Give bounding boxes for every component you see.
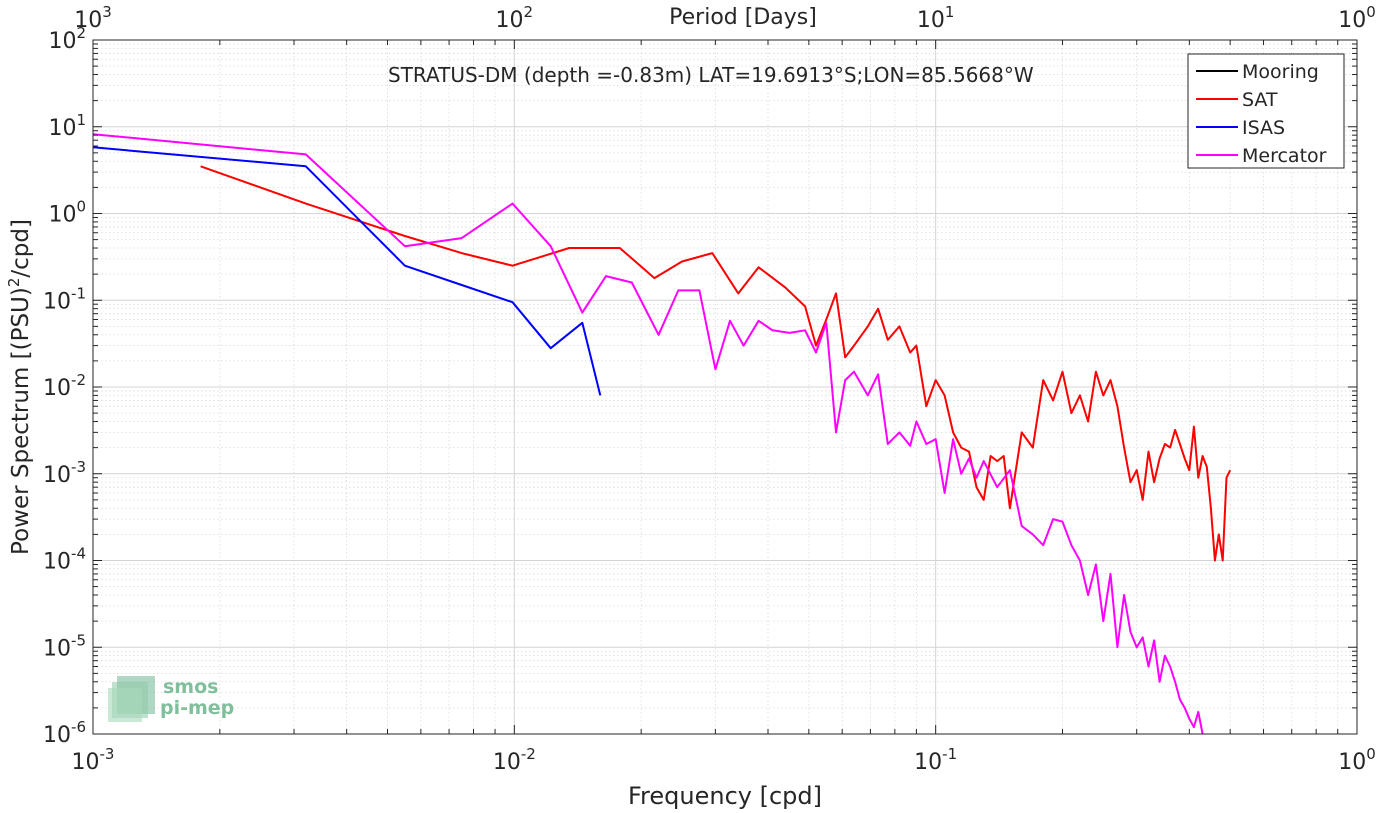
legend-box [1187, 53, 1345, 169]
top-tick-label-base: 10 [74, 8, 102, 33]
top-tick-label: 102 [496, 3, 534, 33]
minor-grid [93, 40, 1357, 734]
y-tick-label-exponent: -1 [71, 284, 86, 302]
y-tick-label: 10-5 [43, 631, 86, 661]
top-tick-labels: 103 102 101 100 [74, 3, 1376, 33]
legend-label-mercator: Mercator [1242, 145, 1327, 167]
y-tick-label-base: 10 [43, 550, 71, 575]
y-tick-label: 102 [48, 24, 86, 54]
y-tick-label-base: 10 [48, 116, 76, 141]
x-tick-label: 10-1 [914, 745, 957, 775]
series-layer [92, 133, 1232, 735]
y-tick-label-exponent: 0 [76, 198, 86, 216]
y-tick-label: 10-3 [43, 458, 86, 488]
logo-text-line1: smos [163, 676, 218, 698]
top-tick-label: 103 [74, 3, 112, 33]
x-tick-label-base: 10 [914, 750, 942, 775]
y-tick-label-base: 10 [48, 203, 76, 228]
axis-ticks [92, 39, 1358, 735]
y-tick-label-exponent: -3 [71, 458, 86, 476]
x-tick-label-exponent: 0 [1366, 745, 1376, 763]
x-axis-label: Frequency [cpd] [628, 782, 822, 809]
top-tick-label-base: 10 [917, 8, 945, 33]
y-tick-label-exponent: -2 [71, 371, 86, 389]
y-tick-label-exponent: -5 [71, 631, 86, 649]
series-line-mercator [92, 133, 1204, 735]
x-tick-label: 10-3 [72, 745, 115, 775]
x-tick-label-base: 10 [72, 750, 100, 775]
y-tick-label: 100 [48, 198, 86, 228]
legend: Mooring SAT ISAS Mercator [1187, 53, 1345, 169]
y-axis-label-tail: /cpd] [8, 219, 34, 278]
y-tick-label-base: 10 [43, 376, 71, 401]
y-tick-label: 10-4 [43, 545, 86, 575]
top-tick-label-exponent: 3 [102, 3, 112, 21]
x-tick-label-base: 10 [1338, 750, 1366, 775]
logo-mark-front [108, 688, 142, 722]
y-tick-label-base: 10 [43, 463, 71, 488]
y-tick-label-exponent: 2 [76, 24, 86, 42]
x-tick-labels: 10-3 10-2 10-1 100 [72, 745, 1376, 775]
x-tick-label-base: 10 [493, 750, 521, 775]
y-tick-label-base: 10 [43, 289, 71, 314]
y-tick-label-base: 10 [43, 636, 71, 661]
top-tick-label-exponent: 1 [945, 3, 955, 21]
top-axis-label: Period [Days] [669, 5, 817, 30]
y-axis-label-exponent: 2 [5, 278, 23, 288]
y-tick-label-base: 10 [43, 723, 71, 748]
x-tick-label-exponent: -1 [942, 745, 957, 763]
x-tick-label-exponent: -3 [100, 745, 115, 763]
legend-label-sat: SAT [1242, 89, 1278, 111]
y-tick-label-exponent: -6 [71, 718, 86, 736]
y-tick-label: 101 [48, 111, 86, 141]
chart-title: STRATUS-DM (depth =-0.83m) LAT=19.6913°S… [388, 63, 1034, 87]
y-axis-label-main: Power Spectrum [(PSU) [8, 287, 34, 555]
legend-label-isas: ISAS [1242, 117, 1285, 139]
y-tick-label: 10-6 [43, 718, 86, 748]
smos-pi-mep-logo: smos pi-mep [108, 676, 234, 722]
top-tick-label-exponent: 0 [1366, 3, 1376, 21]
top-tick-label-base: 10 [1338, 8, 1366, 33]
series-line-isas [92, 146, 602, 396]
top-tick-label-base: 10 [496, 8, 524, 33]
top-tick-label: 101 [917, 3, 955, 33]
y-tick-label: 10-1 [43, 284, 86, 314]
x-tick-label-exponent: -2 [521, 745, 536, 763]
y-tick-label-exponent: -4 [71, 545, 86, 563]
y-tick-label-base: 10 [48, 29, 76, 54]
logo-text-line2: pi-mep [160, 697, 234, 719]
y-tick-label-exponent: 1 [76, 111, 86, 129]
x-tick-label: 100 [1338, 745, 1376, 775]
top-tick-label-exponent: 2 [524, 3, 534, 21]
x-tick-label: 10-2 [493, 745, 536, 775]
top-tick-label: 100 [1338, 3, 1376, 33]
series-line-sat [200, 165, 1232, 562]
y-axis-label: Power Spectrum [(PSU)2/cpd] [5, 219, 34, 555]
legend-label-mooring: Mooring [1242, 61, 1319, 83]
y-tick-label: 10-2 [43, 371, 86, 401]
